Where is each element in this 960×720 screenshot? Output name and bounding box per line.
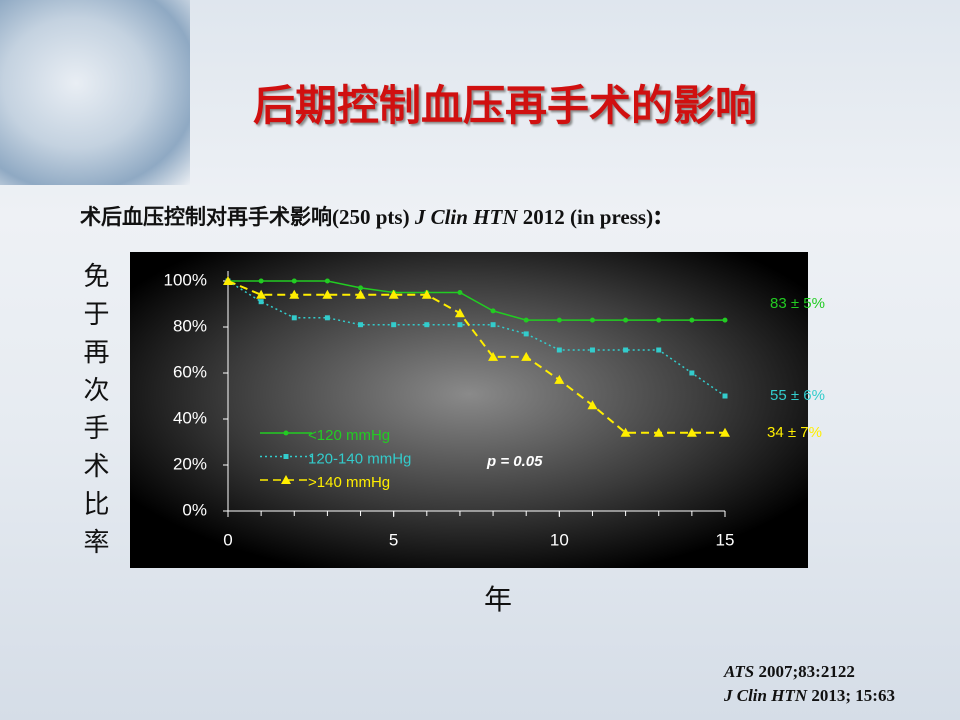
slide-title: 后期控制血压再手术的影响 — [252, 81, 757, 130]
x-tick-label: 10 — [550, 530, 569, 549]
marker — [589, 317, 595, 323]
marker — [322, 289, 333, 299]
marker — [358, 285, 364, 291]
marker — [587, 400, 598, 410]
series-line — [227, 280, 725, 434]
legend-marker — [281, 475, 291, 484]
marker — [490, 308, 496, 314]
plot-background — [130, 252, 808, 568]
marker — [358, 322, 364, 328]
y-tick-label: 100% — [164, 270, 207, 289]
y-tick-label: 40% — [173, 408, 207, 427]
legend-label: 120-140 mmHg — [308, 450, 411, 467]
marker — [291, 278, 297, 284]
subtitle-text: 2012 (in press) — [517, 205, 654, 229]
x-tick-label: 0 — [223, 530, 232, 549]
marker — [589, 347, 595, 353]
marker — [421, 289, 432, 299]
colon: : — [653, 200, 663, 231]
marker — [720, 427, 730, 437]
journal: ATS — [724, 662, 755, 681]
citation: 2013; 15:63 — [807, 686, 895, 705]
marker — [556, 317, 562, 323]
marker — [289, 289, 300, 299]
marker — [656, 317, 662, 323]
marker — [488, 351, 499, 361]
subtitle-text: 术后血压控制对再手术影响(250 pts) — [80, 205, 415, 229]
marker — [324, 315, 330, 321]
legend-label: >140 mmHg — [308, 474, 390, 491]
x-tick-label: 15 — [716, 530, 735, 549]
journal: J Clin HTN — [724, 686, 808, 705]
y-tick-label: 20% — [173, 454, 207, 473]
marker — [554, 374, 565, 384]
marker — [689, 317, 695, 323]
marker — [424, 322, 430, 328]
citation: 2007;83:2122 — [754, 662, 855, 681]
y-axis-label: 免于再次手术比率 — [79, 262, 109, 566]
x-axis-label: 年 — [484, 583, 513, 616]
marker — [523, 331, 529, 337]
reference: J Clin HTN 2013; 15:63 — [724, 684, 895, 708]
marker — [722, 393, 728, 399]
marker — [258, 299, 264, 305]
marker — [686, 427, 697, 437]
subtitle: 术后血压控制对再手术影响(250 pts) J Clin HTN 2012 (i… — [80, 200, 662, 232]
marker — [490, 322, 496, 328]
marker — [623, 347, 629, 353]
marker — [521, 351, 532, 361]
marker — [623, 317, 629, 323]
marker — [556, 347, 562, 353]
marker — [355, 289, 366, 299]
marker — [291, 315, 297, 321]
marker — [457, 290, 463, 295]
marker — [457, 322, 463, 328]
marker — [454, 308, 465, 318]
y-tick-label: 80% — [173, 316, 207, 335]
references: ATS 2007;83:2122 J Clin HTN 2013; 15:63 — [724, 660, 895, 708]
marker — [256, 289, 267, 299]
marker — [391, 322, 397, 328]
marker — [258, 278, 264, 284]
marker — [223, 276, 233, 285]
photo-decoration — [0, 0, 190, 185]
annotation: p = 0.05 — [486, 453, 543, 470]
annotation: 34 ± 7% — [767, 424, 822, 441]
legend-marker — [283, 430, 289, 436]
marker — [388, 289, 399, 299]
legend-label: <120 mmHg — [308, 427, 390, 444]
legend-marker — [283, 454, 289, 459]
marker — [722, 317, 728, 323]
series-line — [228, 280, 725, 321]
marker — [656, 347, 662, 353]
journal: J Clin HTN — [414, 205, 518, 229]
annotation: 55 ± 6% — [770, 387, 825, 404]
reference: ATS 2007;83:2122 — [724, 660, 895, 684]
marker — [523, 317, 529, 323]
annotation: 83 ± 5% — [770, 295, 825, 312]
marker — [653, 427, 664, 437]
y-tick-label: 60% — [173, 362, 207, 381]
marker — [324, 278, 330, 284]
marker — [689, 370, 695, 376]
y-tick-label: 0% — [182, 500, 207, 519]
marker — [620, 427, 631, 437]
x-tick-label: 5 — [389, 530, 398, 549]
